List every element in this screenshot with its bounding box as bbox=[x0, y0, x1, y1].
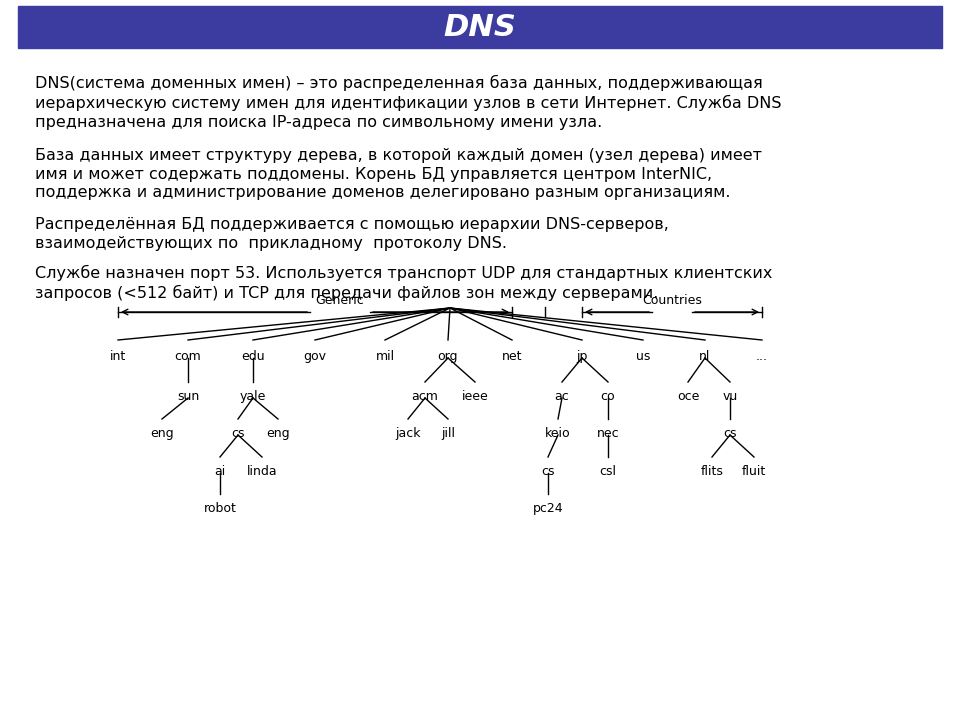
Text: ai: ai bbox=[214, 465, 226, 478]
Text: us: us bbox=[636, 350, 650, 363]
Text: gov: gov bbox=[303, 350, 326, 363]
Text: cs: cs bbox=[541, 465, 555, 478]
Text: DNS: DNS bbox=[444, 12, 516, 42]
Text: ieee: ieee bbox=[462, 390, 489, 403]
Text: jill: jill bbox=[441, 427, 455, 440]
Text: Countries: Countries bbox=[642, 294, 702, 307]
Text: edu: edu bbox=[241, 350, 265, 363]
Text: fluit: fluit bbox=[742, 465, 766, 478]
Text: linda: linda bbox=[247, 465, 277, 478]
Text: csl: csl bbox=[599, 465, 616, 478]
Text: mil: mil bbox=[375, 350, 395, 363]
Text: co: co bbox=[601, 390, 615, 403]
Text: oce: oce bbox=[677, 390, 699, 403]
Text: jack: jack bbox=[396, 427, 420, 440]
Text: Generic: Generic bbox=[316, 294, 365, 307]
Text: net: net bbox=[502, 350, 522, 363]
Text: ac: ac bbox=[555, 390, 569, 403]
FancyBboxPatch shape bbox=[18, 6, 942, 48]
Text: flits: flits bbox=[701, 465, 724, 478]
Text: cs: cs bbox=[723, 427, 736, 440]
Text: int: int bbox=[109, 350, 126, 363]
Text: jp: jp bbox=[576, 350, 588, 363]
Text: pc24: pc24 bbox=[533, 502, 564, 515]
Text: nl: nl bbox=[699, 350, 710, 363]
Text: База данных имеет структуру дерева, в которой каждый домен (узел дерева) имеет
и: База данных имеет структуру дерева, в ко… bbox=[35, 148, 762, 200]
Text: eng: eng bbox=[150, 427, 174, 440]
Text: com: com bbox=[175, 350, 202, 363]
Text: org: org bbox=[438, 350, 458, 363]
Text: nec: nec bbox=[597, 427, 619, 440]
Text: Распределённая БД поддерживается с помощью иерархии DNS-серверов,
взаимодействую: Распределённая БД поддерживается с помощ… bbox=[35, 217, 669, 251]
Text: Службе назначен порт 53. Используется транспорт UDP для стандартных клиентских
з: Службе назначен порт 53. Используется тр… bbox=[35, 265, 773, 301]
Text: ...: ... bbox=[756, 350, 768, 363]
Text: eng: eng bbox=[266, 427, 290, 440]
Text: yale: yale bbox=[240, 390, 266, 403]
Text: robot: robot bbox=[204, 502, 236, 515]
Text: vu: vu bbox=[722, 390, 737, 403]
Text: cs: cs bbox=[231, 427, 245, 440]
Text: keio: keio bbox=[545, 427, 571, 440]
Text: sun: sun bbox=[177, 390, 199, 403]
Text: acm: acm bbox=[412, 390, 439, 403]
Text: DNS(система доменных имен) – это распределенная база данных, поддерживающая
иера: DNS(система доменных имен) – это распред… bbox=[35, 75, 781, 130]
